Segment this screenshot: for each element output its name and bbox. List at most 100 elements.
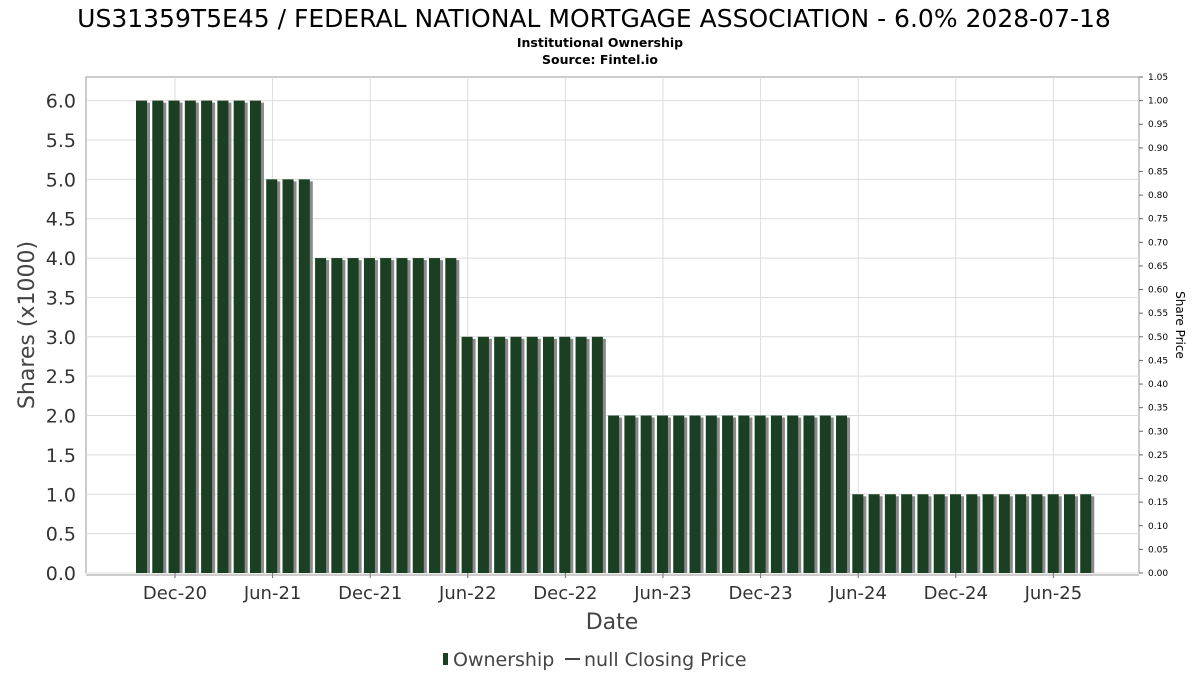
bars — [136, 100, 1095, 573]
ownership-bar — [152, 100, 164, 573]
ownership-bar — [722, 415, 734, 573]
y-axis-title: Shares (x1000) — [15, 241, 40, 409]
ownership-bar — [217, 100, 229, 573]
y-tick-label: 5.5 — [46, 130, 76, 152]
ownership-bar — [380, 258, 392, 573]
ownership-bar — [1047, 494, 1059, 573]
ownership-bar — [689, 415, 701, 573]
x-tick-label: Jun-21 — [243, 583, 302, 604]
ownership-bar — [461, 336, 473, 573]
ownership-bar — [298, 179, 310, 573]
ownership-bar — [184, 100, 196, 573]
y2-tick-label: 0.70 — [1148, 238, 1168, 248]
ownership-bar — [624, 415, 636, 573]
ownership-bar — [266, 179, 278, 573]
y2-tick-label: 0.80 — [1148, 191, 1168, 201]
ownership-bar — [868, 494, 880, 573]
y2-axis-title: Share Price — [1173, 291, 1187, 359]
y2-tick-label: 0.90 — [1148, 144, 1168, 154]
y2-tick-label: 0.95 — [1148, 120, 1168, 130]
ownership-bar — [770, 415, 782, 573]
ownership-bar — [705, 415, 717, 573]
ownership-bar — [836, 415, 848, 573]
ownership-bar — [282, 179, 294, 573]
legend: Ownership null Closing Price — [443, 649, 747, 671]
ownership-bar — [1015, 494, 1027, 573]
y-tick-label: 2.0 — [46, 406, 76, 428]
ownership-bar — [526, 336, 538, 573]
y2-tick-label: 0.75 — [1148, 215, 1168, 225]
y2-axis-ticks: 0.00 0.05 0.10 0.15 0.20 0.25 0.30 0.35 0.40 0.45… — [1139, 73, 1168, 579]
ownership-bar — [347, 258, 359, 573]
ownership-bar — [982, 494, 994, 573]
x-tick-label: Dec-21 — [338, 583, 402, 604]
ownership-bar — [640, 415, 652, 573]
ownership-bar — [363, 258, 375, 573]
y2-tick-label: 0.55 — [1148, 309, 1168, 319]
y2-tick-label: 0.85 — [1148, 167, 1168, 177]
y-tick-label: 0.0 — [46, 563, 76, 585]
ownership-bar — [396, 258, 408, 573]
ownership-bar — [575, 336, 587, 573]
ownership-bar — [543, 336, 554, 573]
ownership-bar — [1063, 494, 1075, 573]
y2-tick-label: 0.65 — [1148, 262, 1168, 272]
ownership-bar — [315, 258, 327, 573]
ownership-bar — [656, 415, 668, 573]
ownership-bar — [884, 494, 896, 573]
y2-tick-label: 0.40 — [1148, 380, 1168, 390]
legend-price-label: null Closing Price — [584, 649, 747, 671]
y2-tick-label: 0.60 — [1148, 286, 1168, 296]
x-tick-label: Jun-24 — [828, 583, 887, 604]
ownership-bar — [494, 336, 506, 573]
x-tick-label: Jun-23 — [633, 583, 692, 604]
ownership-bar — [233, 100, 245, 573]
ownership-bar — [608, 415, 620, 573]
x-tick-label: Jun-25 — [1024, 583, 1083, 604]
ownership-bar — [1031, 494, 1043, 573]
ownership-bar — [249, 100, 261, 573]
ownership-bar — [168, 100, 180, 573]
y2-tick-label: 1.05 — [1148, 73, 1168, 83]
ownership-bar — [477, 336, 489, 573]
y2-tick-label: 0.35 — [1148, 404, 1168, 414]
ownership-bar — [950, 494, 961, 573]
y-tick-label: 3.5 — [46, 287, 76, 309]
ownership-bar — [136, 100, 147, 573]
ownership-bar — [510, 336, 522, 573]
y2-tick-label: 0.15 — [1148, 498, 1168, 508]
ownership-bar — [559, 336, 571, 573]
y2-tick-label: 0.30 — [1148, 427, 1168, 437]
y2-tick-label: 0.50 — [1148, 333, 1168, 343]
ownership-bar — [331, 258, 343, 573]
ownership-bar — [591, 336, 603, 573]
x-tick-label: Jun-22 — [438, 583, 497, 604]
y2-tick-label: 0.05 — [1148, 545, 1168, 555]
x-axis-ticks: Dec-20 Jun-21 Dec-21 Jun-22 Dec-22 Jun-23 Dec-… — [143, 573, 1082, 604]
ownership-bar — [445, 258, 457, 573]
chart-title: US31359T5E45 / FEDERAL NATIONAL MORTGAGE… — [77, 4, 1111, 33]
x-axis-title: Date — [586, 610, 639, 635]
ownership-bar — [201, 100, 213, 573]
y2-tick-label: 0.20 — [1148, 475, 1168, 485]
ownership-bar — [412, 258, 424, 573]
y-axis-ticks: 0.0 0.5 1.0 1.5 2.0 2.5 3.0 3.5 4.0 4.5 5.0 5.5 6.0 — [46, 91, 76, 585]
chart-subtitle-2: Source: Fintel.io — [542, 52, 658, 67]
ownership-bar — [966, 494, 978, 573]
x-tick-label: Dec-24 — [924, 583, 988, 604]
y2-tick-label: 0.25 — [1148, 451, 1168, 461]
ownership-bar — [819, 415, 831, 573]
y2-tick-label: 1.00 — [1148, 97, 1168, 107]
legend-ownership-label: Ownership — [453, 649, 554, 671]
y-tick-label: 5.0 — [46, 169, 76, 191]
legend-ownership-swatch — [443, 653, 448, 665]
chart-subtitle-1: Institutional Ownership — [517, 35, 683, 50]
y2-tick-label: 0.45 — [1148, 356, 1168, 366]
y-tick-label: 2.5 — [46, 366, 76, 388]
y-tick-label: 0.5 — [46, 524, 76, 546]
y2-tick-label: 0.00 — [1148, 569, 1168, 579]
ownership-bar — [429, 258, 441, 573]
ownership-bar — [803, 415, 815, 573]
ownership-bar — [852, 494, 864, 573]
